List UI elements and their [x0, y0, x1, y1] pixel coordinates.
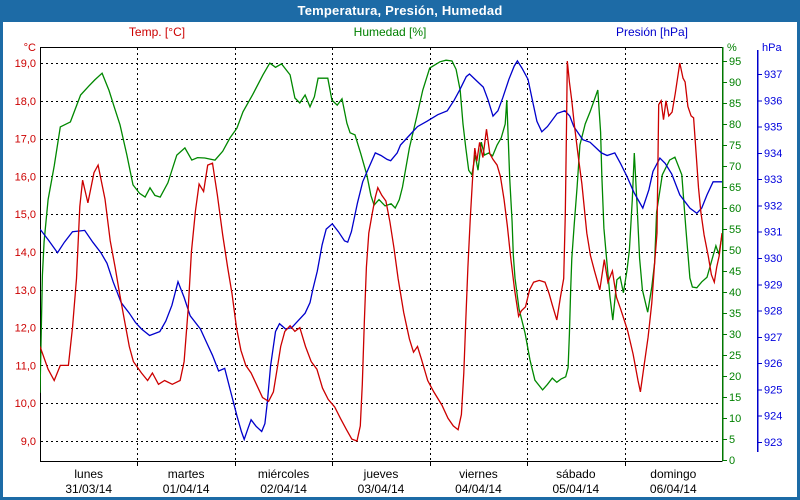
- pressure-axis-unit-label: hPa: [762, 42, 782, 54]
- temp-axis-tick-label: 19,0: [15, 58, 36, 70]
- window-titlebar[interactable]: Temperatura, Presión, Humedad: [0, 0, 800, 22]
- x-axis-date-label: 04/04/14: [455, 482, 502, 496]
- temp-axis-tick-label: 15,0: [15, 209, 36, 221]
- humidity-axis-tick-label: 65: [729, 182, 741, 194]
- pressure-axis-tick-label: 936: [764, 95, 782, 107]
- humidity-axis-tick-label: 35: [729, 308, 741, 320]
- x-axis-day-label: jueves: [363, 467, 399, 481]
- humidity-axis-tick-label: 5: [729, 434, 735, 446]
- temp-axis-tick-label: 17,0: [15, 134, 36, 146]
- temp-axis-tick-label: 12,0: [15, 323, 36, 335]
- humidity-axis-tick-label: 90: [729, 77, 741, 89]
- humidity-axis-unit-label: %: [727, 42, 737, 54]
- pressure-axis-tick-label: 933: [764, 174, 782, 186]
- x-axis-date-label: 02/04/14: [260, 482, 307, 496]
- pressure-axis-tick-label: 932: [764, 200, 782, 212]
- temp-axis-tick-label: 10,0: [15, 398, 36, 410]
- temp-axis-tick-label: 13,0: [15, 285, 36, 297]
- temp-axis-tick-label: 14,0: [15, 247, 36, 259]
- humidity-axis-tick-label: 40: [729, 287, 741, 299]
- pressure-axis-tick-label: 923: [764, 437, 782, 449]
- humidity-axis-tick-label: 95: [729, 56, 741, 68]
- humidity-axis-tick-label: 25: [729, 350, 741, 362]
- plot-border: [40, 47, 723, 462]
- humidity-axis-tick-label: 55: [729, 224, 741, 236]
- pressure-axis-tick-label: 937: [764, 69, 782, 81]
- humidity-axis-tick-label: 80: [729, 119, 741, 131]
- humidity-axis-tick-label: 15: [729, 392, 741, 404]
- series-temperature-line: [40, 61, 722, 442]
- humidity-axis-tick-label: 75: [729, 140, 741, 152]
- x-axis-date-label: 05/04/14: [552, 482, 599, 496]
- x-axis-date-label: 31/03/14: [65, 482, 112, 496]
- x-axis-date-label: 06/04/14: [650, 482, 697, 496]
- window-title: Temperatura, Presión, Humedad: [297, 3, 503, 18]
- pressure-axis-tick-label: 924: [764, 411, 782, 423]
- humidity-axis-tick-label: 85: [729, 98, 741, 110]
- humidity-axis-tick-label: 10: [729, 413, 741, 425]
- pressure-axis-tick-label: 935: [764, 122, 782, 134]
- temp-axis-unit-label: °C: [24, 42, 36, 54]
- series-pressure-line: [40, 59, 722, 442]
- x-axis-day-label: viernes: [459, 467, 498, 481]
- legend-pressure: Presión [hPa]: [615, 25, 689, 39]
- x-axis-day-label: domingo: [650, 467, 696, 481]
- humidity-axis-tick-label: 45: [729, 266, 741, 278]
- x-axis-day-label: sábado: [556, 467, 596, 481]
- pressure-axis-tick-label: 928: [764, 306, 782, 318]
- pressure-axis-tick-label: 930: [764, 253, 782, 265]
- humidity-axis-tick-label: 60: [729, 203, 741, 215]
- pressure-axis-tick-label: 929: [764, 279, 782, 291]
- pressure-axis-tick-label: 926: [764, 358, 782, 370]
- humidity-axis-tick-label: 30: [729, 329, 741, 341]
- humidity-axis-tick-label: 20: [729, 371, 741, 383]
- pressure-axis-tick-label: 925: [764, 384, 782, 396]
- temp-axis-tick-label: 11,0: [15, 360, 36, 372]
- x-axis-day-label: miércoles: [258, 467, 309, 481]
- x-axis-day-label: lunes: [74, 467, 103, 481]
- temp-axis-tick-label: 16,0: [15, 171, 36, 183]
- x-axis-day-label: martes: [168, 467, 205, 481]
- pressure-axis-tick-label: 927: [764, 332, 782, 344]
- humidity-axis-tick-label: 50: [729, 245, 741, 257]
- x-axis-date-label: 03/04/14: [358, 482, 405, 496]
- legend-temperature: Temp. [°C]: [128, 25, 186, 39]
- temp-axis-tick-label: 18,0: [15, 96, 36, 108]
- x-axis-date-label: 01/04/14: [163, 482, 210, 496]
- legend-humidity: Humedad [%]: [353, 25, 427, 39]
- series-humidity-line: [40, 59, 722, 393]
- temp-axis-tick-label: 9,0: [21, 436, 36, 448]
- humidity-axis-tick-label: 70: [729, 161, 741, 173]
- pressure-axis-tick-label: 934: [764, 148, 782, 160]
- humidity-axis-tick-label: 0: [729, 455, 735, 467]
- pressure-axis-tick-label: 931: [764, 227, 782, 239]
